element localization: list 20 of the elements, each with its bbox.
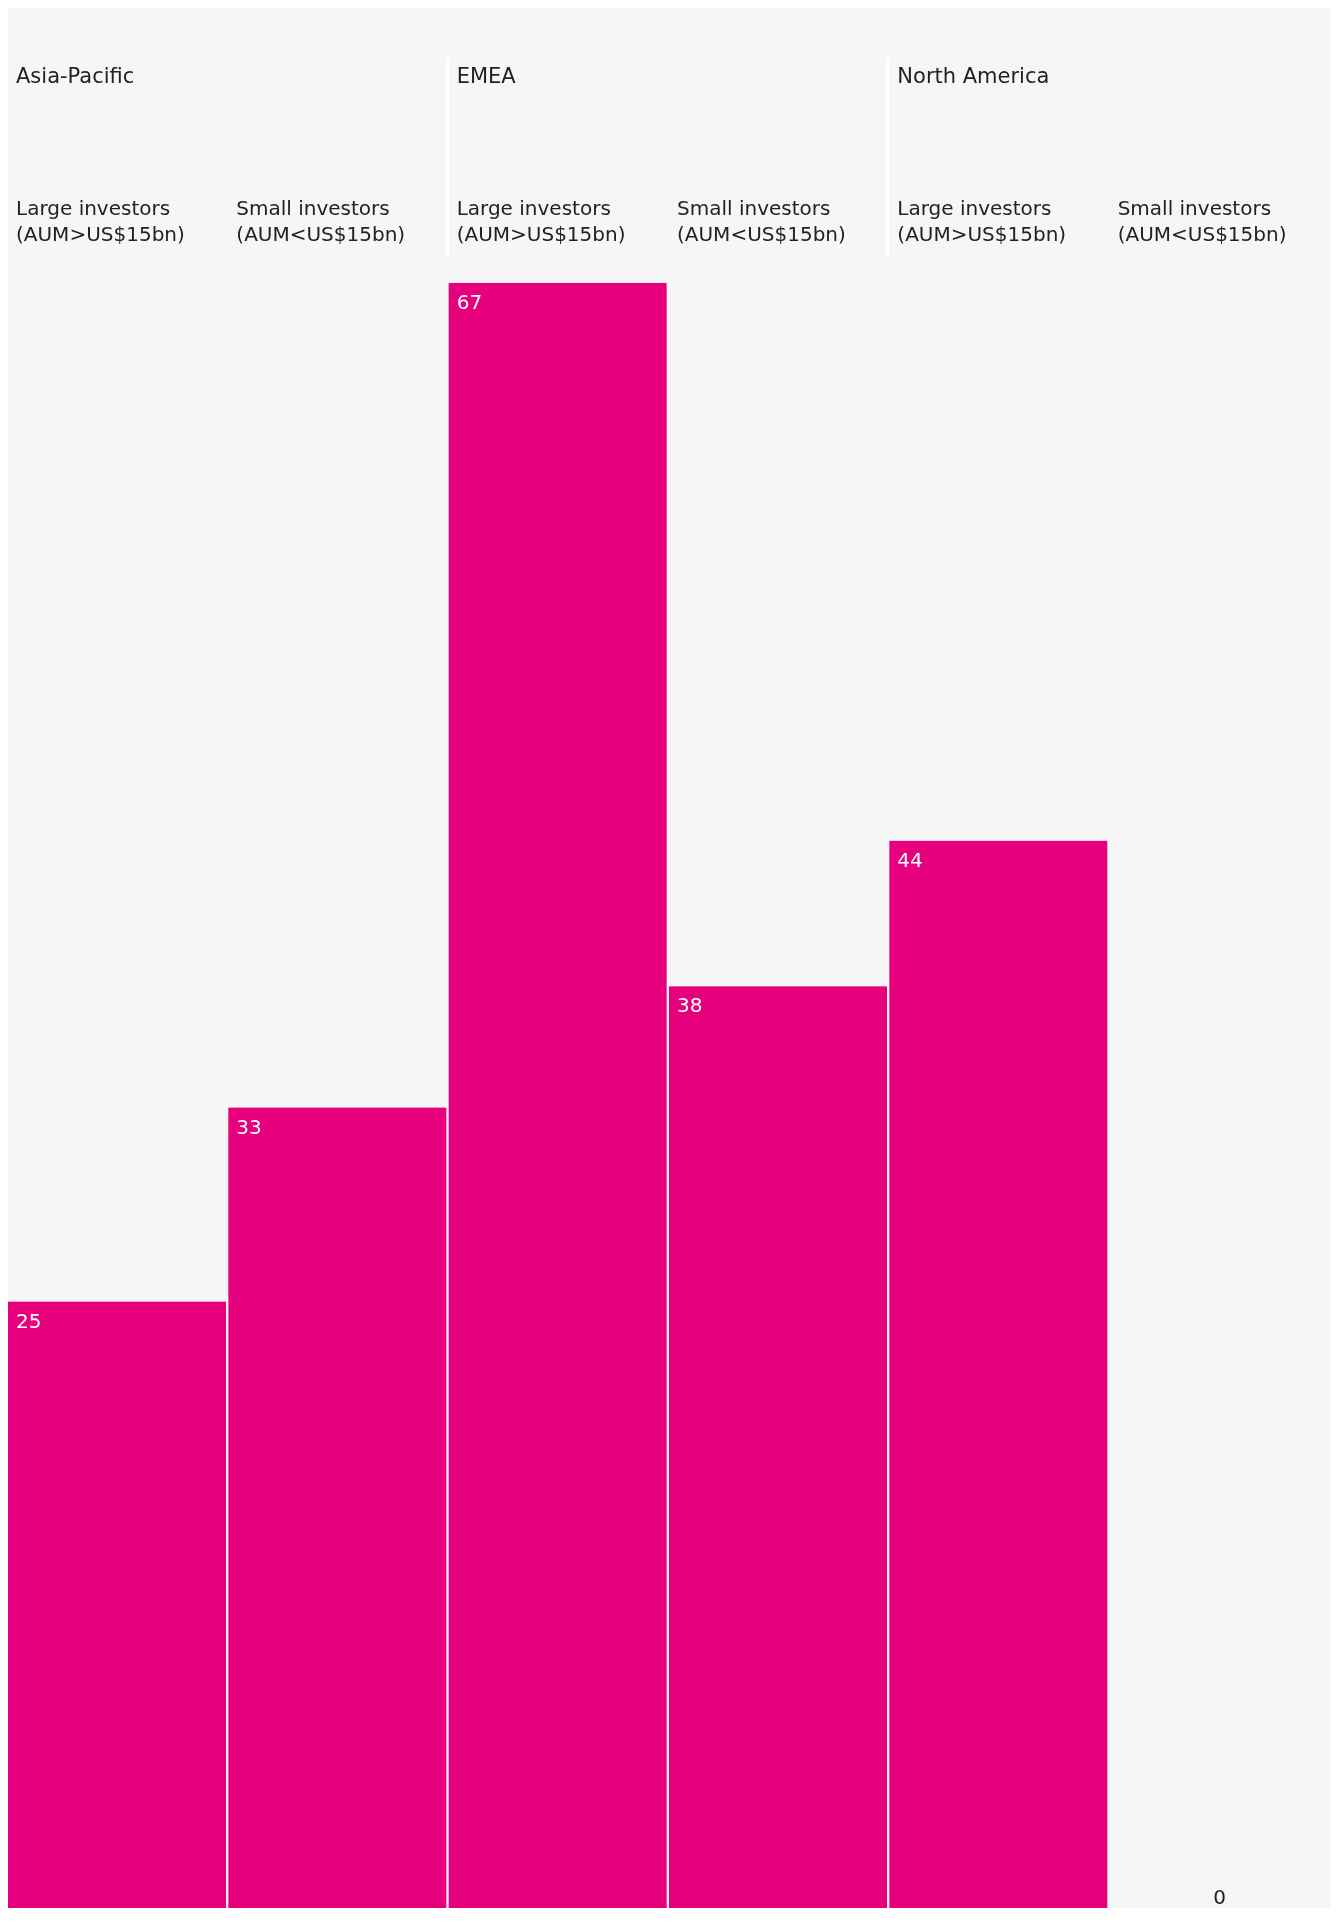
data-label: 44 <box>897 847 923 872</box>
x-tick-label: Small investors (AUM<US$15bn) <box>236 196 406 246</box>
data-label: 0 <box>1213 1885 1227 1909</box>
bar <box>889 840 1108 1908</box>
x-tick-label: Large investors (AUM>US$15bn) <box>456 196 626 246</box>
data-label: 33 <box>236 1114 262 1139</box>
bar <box>228 1107 447 1908</box>
data-label: 25 <box>16 1308 42 1333</box>
x-tick-label: Large investors (AUM>US$15bn) <box>16 196 185 246</box>
data-label: 38 <box>677 993 703 1018</box>
x-tick-label: Large investors (AUM>US$15bn) <box>897 196 1067 246</box>
text: Asia-Pacific <box>15 63 136 90</box>
data-label: 67 <box>456 290 483 314</box>
bar <box>8 1301 226 1908</box>
x-tick-label: Small investors (AUM<US$15bn) <box>1117 196 1287 246</box>
bar <box>448 283 667 1908</box>
bar <box>669 986 887 1908</box>
text: EMEA <box>455 63 517 90</box>
x-tick-label: Small investors (AUM<US$15bn) <box>677 196 846 246</box>
text: North America <box>896 63 1051 90</box>
